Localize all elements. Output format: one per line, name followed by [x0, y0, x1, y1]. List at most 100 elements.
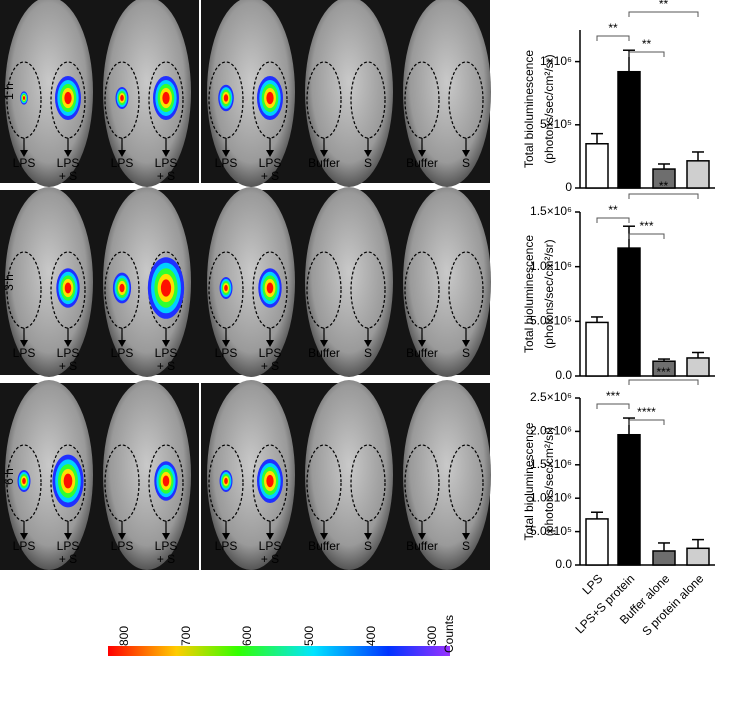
- region-label: LPS: [111, 346, 134, 360]
- mouse-body: [103, 0, 191, 187]
- y-tick-label: 0: [565, 180, 572, 194]
- arrow-head: [462, 533, 470, 540]
- region-outline: [404, 61, 440, 139]
- significance-bracket: [628, 193, 699, 199]
- arrow-head: [118, 340, 126, 347]
- bar: [585, 143, 609, 189]
- region-label: Buffer: [406, 346, 438, 360]
- y-axis-title: (photons/sec/cm²/sr): [542, 239, 556, 348]
- arrow-head: [162, 340, 170, 347]
- region-label: LPS: [13, 346, 36, 360]
- region-outline: [148, 444, 184, 522]
- arrow-head: [462, 340, 470, 347]
- mouse-body: [5, 187, 93, 377]
- significance-bracket: [628, 379, 699, 385]
- y-axis-title: Total bioluminescence: [522, 235, 536, 353]
- mouse-body: [103, 187, 191, 377]
- region-label: S: [364, 539, 372, 553]
- mouse-body: [403, 187, 491, 377]
- region-outline: [104, 61, 140, 139]
- region-outline: [404, 251, 440, 329]
- y-axis-title: Total bioluminescence: [522, 422, 536, 540]
- arrow-head: [462, 150, 470, 157]
- arrow-head: [364, 150, 372, 157]
- arrow-head: [364, 533, 372, 540]
- mouse-body: [305, 0, 393, 187]
- arrow-head: [162, 533, 170, 540]
- mouse-body: [207, 0, 295, 187]
- region-label: Buffer: [308, 539, 340, 553]
- y-tick-label: 1.5×10⁶: [530, 457, 572, 471]
- significance-label: **: [608, 21, 618, 35]
- bar: [686, 357, 710, 377]
- arrow-head: [118, 533, 126, 540]
- bar: [617, 247, 641, 377]
- arrow-head: [364, 340, 372, 347]
- region-label: S: [462, 539, 470, 553]
- significance-label: **: [608, 203, 618, 217]
- region-outline: [306, 61, 342, 139]
- y-tick-label: 5.0×10⁵: [530, 524, 572, 538]
- signal: [162, 91, 170, 105]
- region-label: Buffer: [406, 156, 438, 170]
- signal: [266, 91, 274, 105]
- region-label: + S: [157, 552, 175, 566]
- mouse-body: [207, 187, 295, 377]
- region-outline: [104, 444, 140, 522]
- region-outline: [306, 444, 342, 522]
- signal: [224, 477, 228, 485]
- region-label: LPS: [215, 346, 238, 360]
- region-label: LPS: [13, 539, 36, 553]
- significance-label: ****: [637, 405, 656, 419]
- bar: [686, 547, 710, 566]
- mouse-body: [5, 380, 93, 570]
- region-label: LPS: [155, 346, 178, 360]
- region-label: Buffer: [308, 346, 340, 360]
- arrow-head: [222, 340, 230, 347]
- arrow-head: [266, 533, 274, 540]
- arrow-head: [64, 340, 72, 347]
- colorbar-tick: 600: [240, 626, 254, 646]
- region-outline: [252, 444, 288, 522]
- region-label: LPS: [57, 539, 80, 553]
- colorbar-tick: 400: [364, 626, 378, 646]
- bar: [686, 160, 710, 189]
- region-label: + S: [59, 552, 77, 566]
- mouse-body: [305, 380, 393, 570]
- arrow-head: [118, 150, 126, 157]
- region-outline: [6, 444, 42, 522]
- significance-bracket: [596, 35, 630, 41]
- signal: [119, 283, 125, 293]
- signal: [120, 94, 124, 102]
- arrow-head: [64, 150, 72, 157]
- y-tick-label: 5×10⁵: [540, 117, 572, 131]
- region-label: S: [462, 346, 470, 360]
- region-label: LPS: [155, 539, 178, 553]
- y-tick-label: 1.0×10⁶: [530, 259, 572, 273]
- arrow-head: [418, 340, 426, 347]
- region-label: LPS: [259, 539, 282, 553]
- region-label: LPS: [57, 346, 80, 360]
- significance-bracket: [596, 403, 630, 409]
- region-label: + S: [261, 552, 279, 566]
- arrow-head: [162, 150, 170, 157]
- region-label: S: [364, 346, 372, 360]
- region-outline: [208, 251, 244, 329]
- region-outline: [50, 61, 86, 139]
- arrow-head: [418, 533, 426, 540]
- region-label: LPS: [215, 156, 238, 170]
- region-outline: [448, 61, 484, 139]
- region-outline: [50, 444, 86, 522]
- time-label: 6 h: [2, 468, 16, 485]
- time-label: 3 h: [2, 274, 16, 291]
- significance-bracket: [596, 217, 630, 223]
- region-outline: [208, 61, 244, 139]
- region-label: Buffer: [308, 156, 340, 170]
- y-tick-label: 0.0: [555, 368, 572, 382]
- y-tick-label: 0.0: [555, 557, 572, 571]
- region-outline: [448, 251, 484, 329]
- y-tick-label: 1.0×10⁶: [530, 490, 572, 504]
- region-label: LPS: [13, 156, 36, 170]
- bar: [617, 433, 641, 566]
- signal: [162, 475, 170, 487]
